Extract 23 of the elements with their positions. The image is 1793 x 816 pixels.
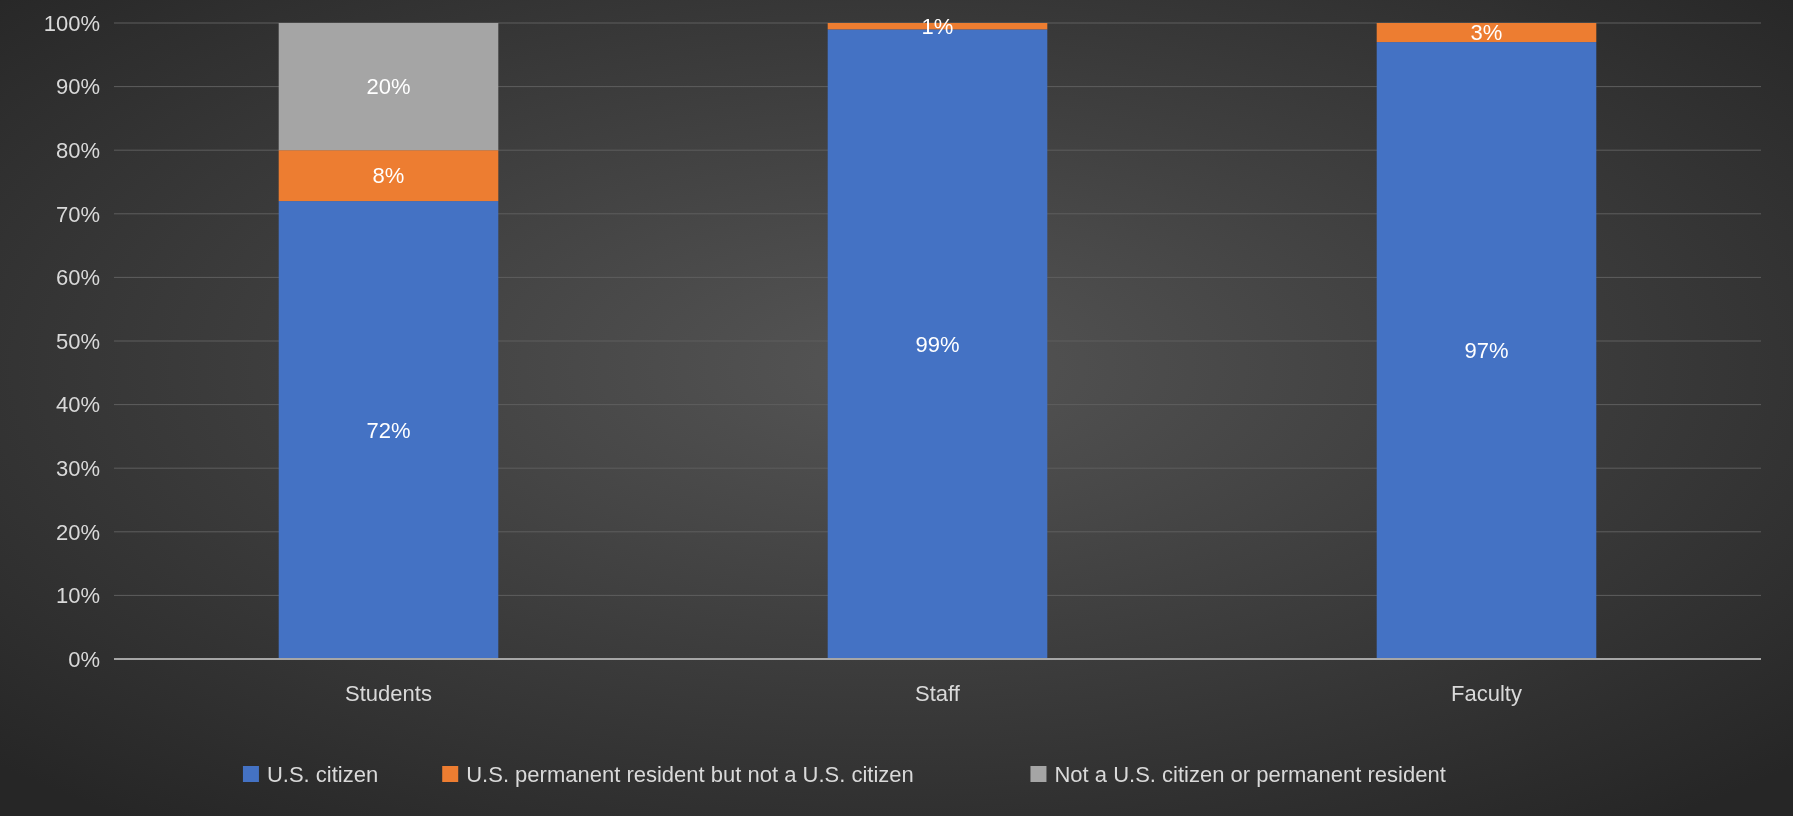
y-tick-label: 100% (43, 10, 100, 36)
data-label: 72% (366, 417, 411, 443)
x-tick-label: Staff (915, 681, 961, 706)
y-tick-label: 20% (55, 519, 100, 545)
y-tick-label: 80% (55, 137, 100, 163)
y-tick-label: 30% (55, 455, 100, 481)
y-tick-label: 50% (55, 328, 100, 354)
legend-label: U.S. citizen (266, 761, 379, 787)
legend-label: Not a U.S. citizen or permanent resident (1054, 761, 1446, 787)
y-tick-label: 60% (55, 265, 100, 291)
y-tick-label: 90% (55, 74, 100, 100)
y-tick-label: 0% (68, 646, 100, 672)
y-tick-label: 10% (55, 583, 100, 609)
x-tick-label: Students (345, 681, 432, 706)
data-label: 8% (372, 163, 405, 189)
legend-label: U.S. permanent resident but not a U.S. citizen (466, 761, 914, 787)
data-label: 99% (915, 331, 960, 357)
data-label: 97% (1464, 338, 1509, 364)
y-tick-label: 40% (55, 392, 100, 418)
y-tick-label: 70% (55, 201, 100, 227)
data-label: 3% (1470, 20, 1503, 46)
data-label: 20% (366, 74, 411, 100)
x-tick-label: Faculty (1451, 681, 1522, 706)
